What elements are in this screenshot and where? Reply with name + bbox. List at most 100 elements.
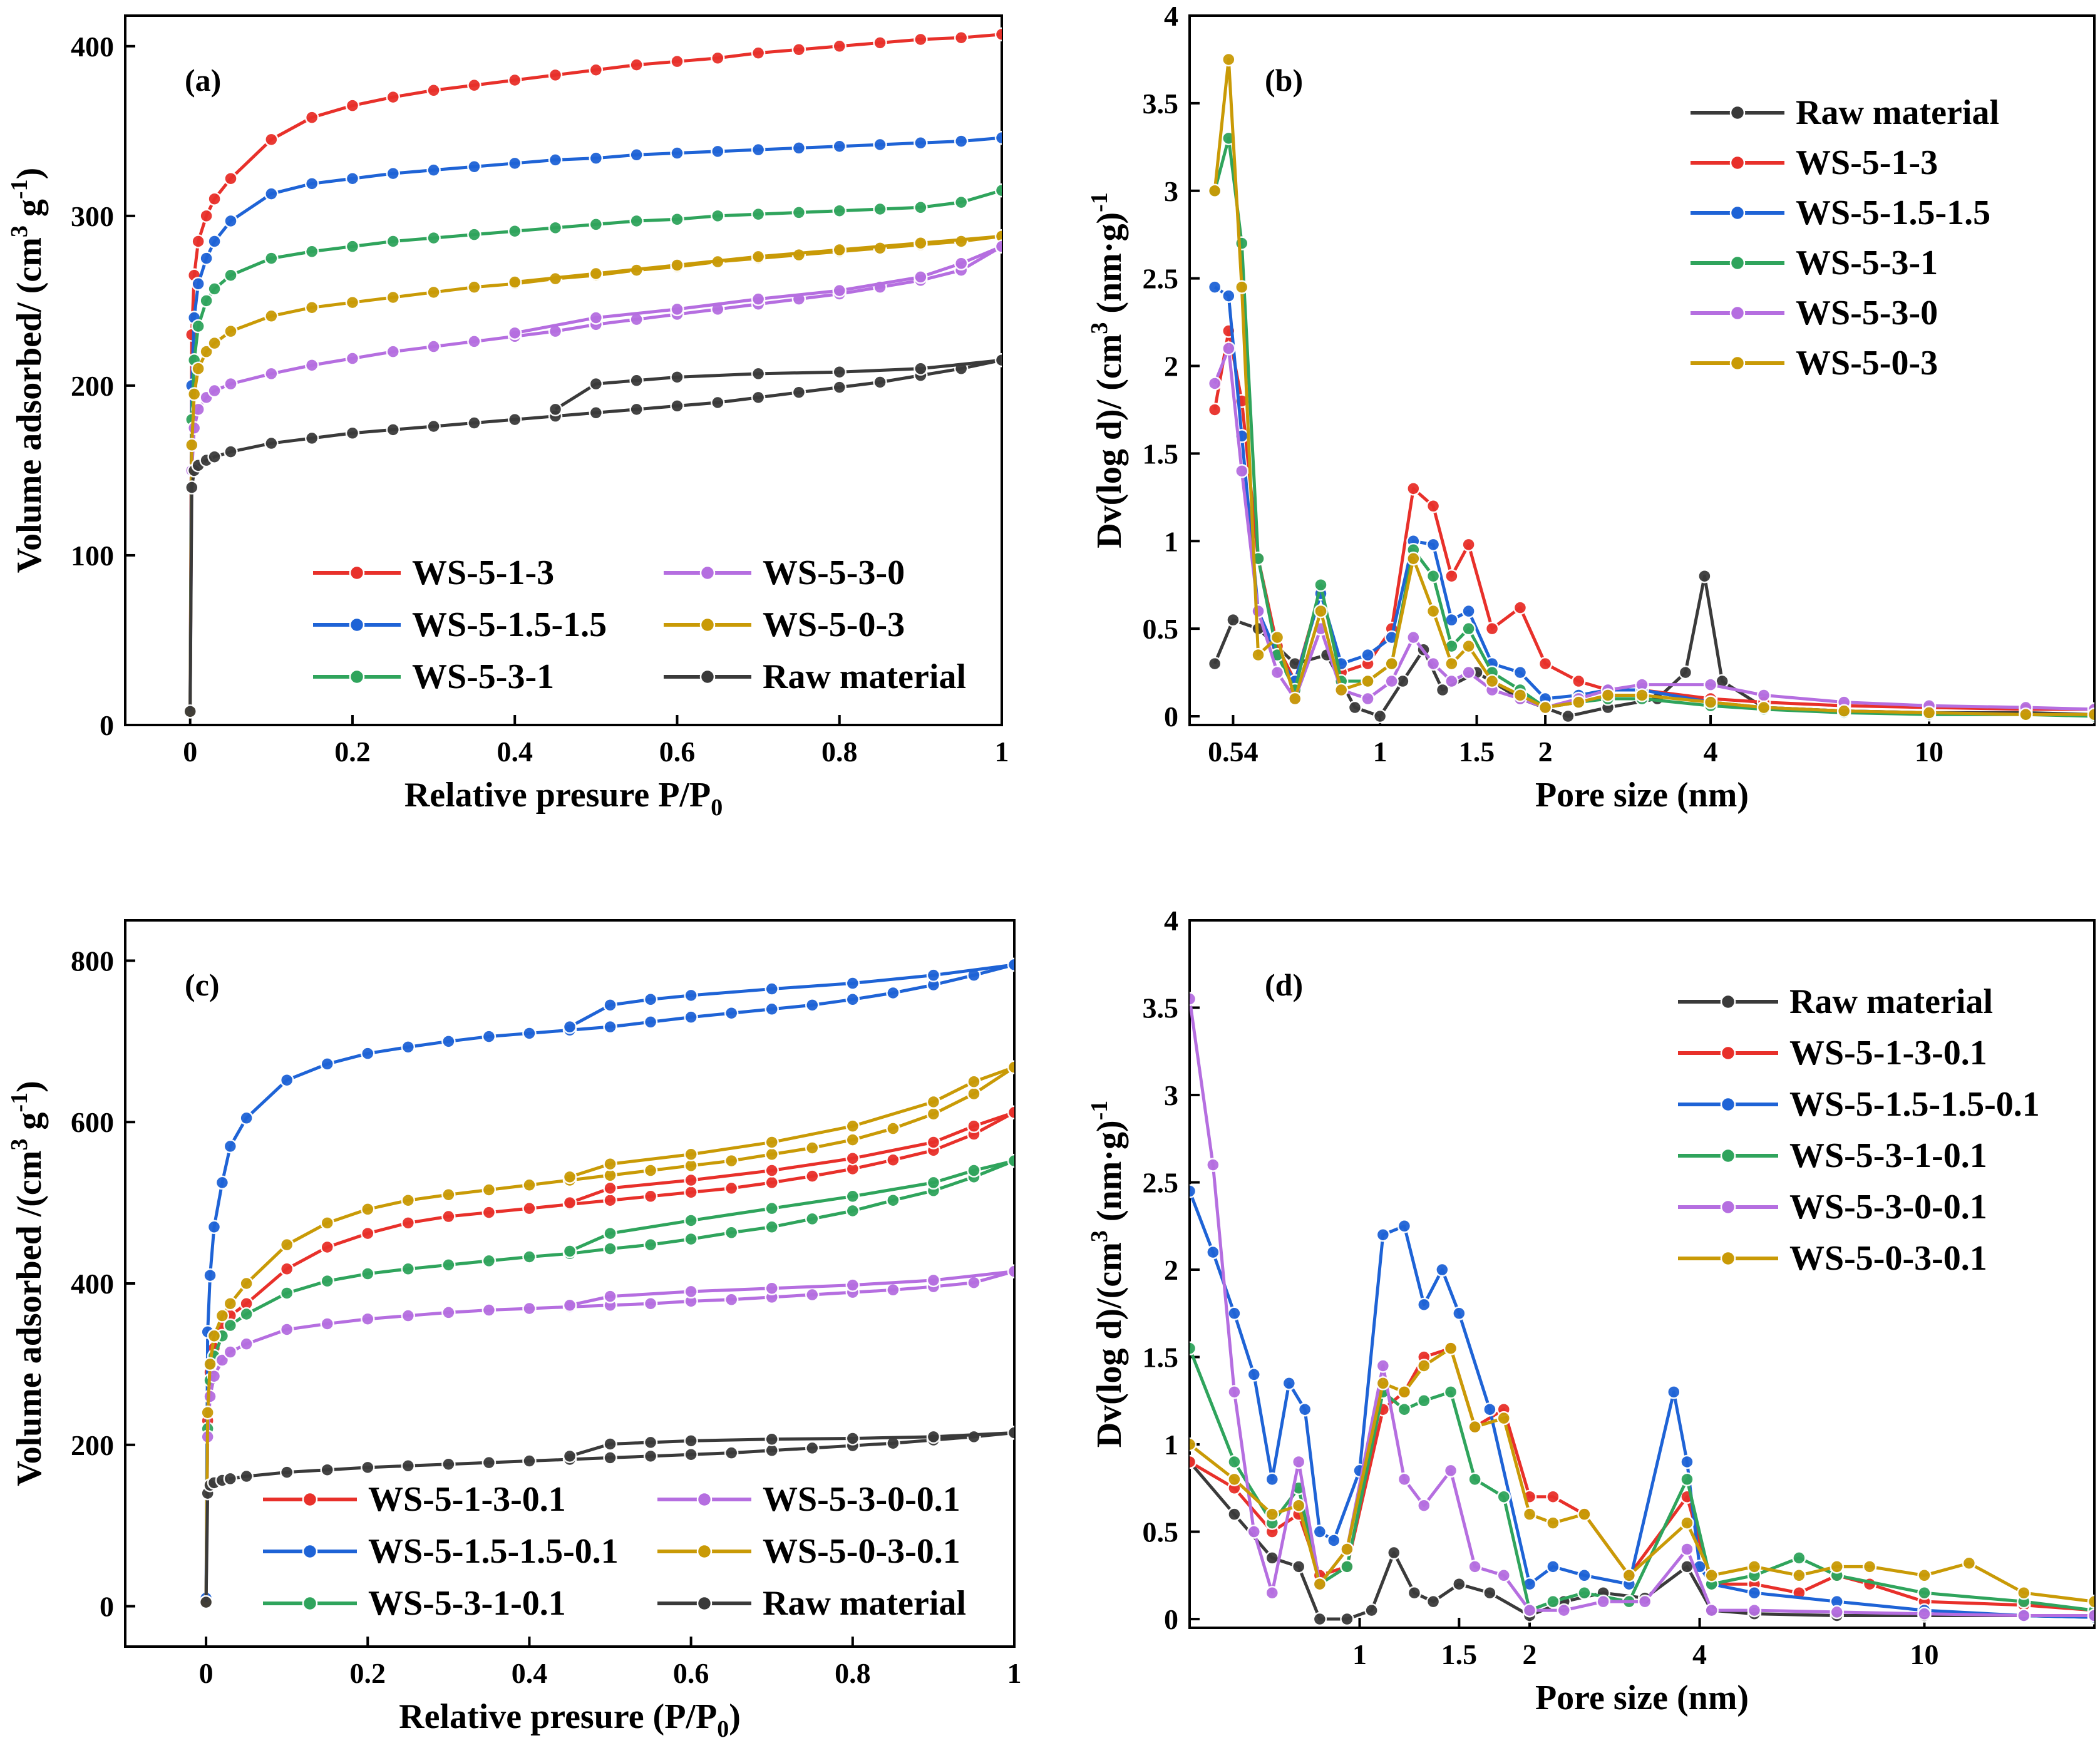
data-point [207,450,222,464]
data-point [724,1225,739,1240]
data-point [926,1107,941,1121]
legend-swatch-marker [349,617,365,633]
data-point [1340,1612,1354,1627]
data-point [1417,1394,1431,1408]
data-point [1600,688,1615,702]
data-point [764,982,779,996]
data-point [401,1040,416,1054]
y-tick-label: 0 [100,709,114,741]
data-point [994,229,1002,244]
y-tick-label: 3.5 [1143,88,1179,120]
data-point [1917,1607,1932,1621]
data-point [522,1178,537,1193]
data-point [994,130,1002,145]
data-point [845,1133,860,1147]
data-point [386,290,401,305]
data-point [304,110,319,125]
data-point [629,148,644,162]
legend-label: WS-5-3-0-0.1 [763,1480,960,1519]
data-point [441,1034,456,1049]
data-point [791,205,806,220]
data-point [684,1213,698,1228]
data-point [589,217,604,232]
data-point [832,283,847,298]
legend-swatch-marker [349,565,365,581]
data-point [1312,1612,1327,1627]
data-point [629,213,644,229]
y-tick-label: 0 [1164,1603,1178,1635]
y-tick-label: 1.5 [1143,438,1179,470]
y-tick-label: 4 [1164,905,1178,937]
data-point [1247,1367,1262,1382]
legend-label: WS-5-3-0 [1796,294,1938,332]
data-point [1577,1585,1592,1600]
data-point [845,1203,860,1218]
data-point [199,294,214,308]
legend-swatch-marker [696,1491,713,1508]
data-point [386,234,401,249]
data-point [1397,1472,1412,1487]
legend-item: Raw material [664,657,966,696]
data-point [1247,1524,1262,1539]
data-point [791,141,806,155]
data-point [1282,1376,1297,1391]
data-point [279,1237,294,1252]
data-point [401,1216,416,1230]
data-point [426,163,441,177]
data-point [711,208,725,224]
legend-item: WS-5-1-3 [1691,143,1938,182]
data-point [1334,682,1349,697]
data-point [670,399,684,413]
data-point [279,1322,294,1337]
y-tick-label: 400 [71,31,114,63]
data-point [1862,1560,1877,1574]
data-point [1756,700,1771,715]
data-point [1207,376,1222,391]
legend-label: WS-5-0-3-0.1 [763,1532,960,1571]
data-point [832,203,847,218]
x-tick-label: 0 [199,1657,214,1689]
legend-label: WS-5-3-0 [763,553,905,592]
legend-item: WS-5-3-1 [1691,244,1938,282]
data-point [304,358,319,373]
data-point [264,251,279,265]
data-point [603,1242,617,1256]
data-point [603,1156,617,1171]
data-point [1483,1402,1497,1417]
y-tick-label: 0.5 [1143,613,1179,645]
legend-swatch-marker [302,1595,318,1612]
data-point [724,1292,739,1307]
data-point [926,1429,941,1444]
data-point [441,1258,456,1272]
data-point [345,98,360,113]
data-point [1235,464,1249,478]
data-point [643,1015,658,1029]
data-point [1522,1603,1537,1618]
data-point [183,704,197,719]
series-ws-5-3-0-0.1-desorption [562,1264,1014,1313]
data-point [1222,289,1236,303]
data-point [994,27,1002,42]
data-point [522,1301,537,1316]
data-point [1397,1219,1412,1233]
data-point [1291,1454,1306,1469]
series-ws-5-3-0-0.1 [1190,992,2094,1623]
data-point [264,132,279,147]
data-point [1962,1556,1977,1571]
data-point [1513,600,1528,615]
data-point [629,373,644,388]
x-tick-label: 0.8 [835,1657,871,1689]
series-ws-5-1-3-0.1-desorption [562,1105,1014,1210]
data-point [1007,957,1014,972]
data-point [1461,665,1476,680]
data-point [191,361,205,376]
x-tick-label: 1 [1373,736,1387,768]
data-point [207,336,222,351]
legend-label: WS-5-1.5-1.5-0.1 [368,1532,619,1571]
series-ws-5-0-3-0.1 [198,1060,1014,1610]
data-point [507,326,522,341]
x-tick-label: 2 [1523,1638,1537,1670]
data-point [320,1317,334,1331]
data-point [805,1441,820,1456]
data-point [320,1240,334,1255]
